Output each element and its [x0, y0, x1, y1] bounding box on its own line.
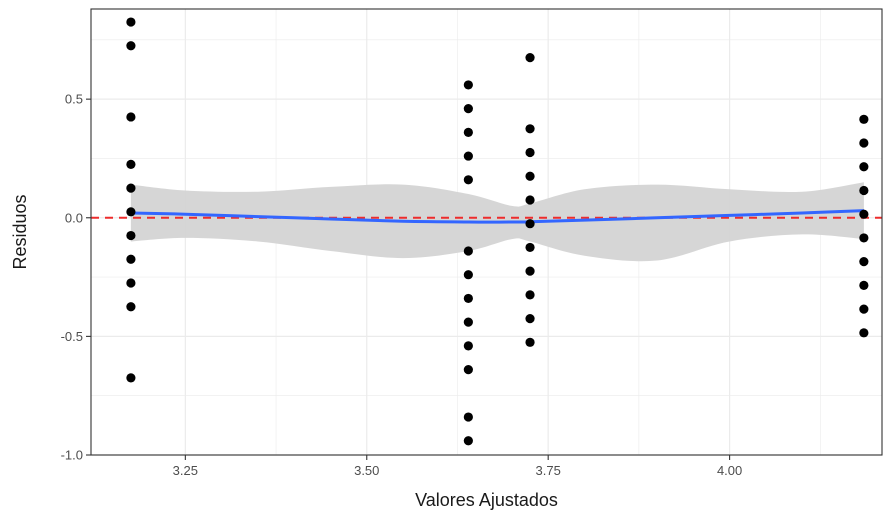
data-point: [126, 373, 136, 383]
data-point: [463, 246, 473, 256]
data-point: [525, 53, 535, 63]
data-point: [525, 337, 535, 347]
data-point: [463, 104, 473, 114]
data-point: [525, 171, 535, 181]
data-point: [126, 302, 136, 312]
data-point: [463, 364, 473, 375]
y-tick-label: -0.5: [61, 329, 83, 344]
data-point: [859, 114, 869, 124]
data-point: [463, 175, 473, 185]
data-point: [525, 242, 535, 253]
y-tick-label: 0.0: [65, 210, 83, 225]
data-point: [463, 436, 473, 446]
y-tick-label: 0.5: [65, 92, 83, 107]
data-point: [525, 124, 535, 134]
data-point: [525, 313, 535, 324]
data-point: [463, 293, 473, 304]
x-tick-label: 3.75: [536, 463, 561, 478]
data-point: [859, 328, 869, 338]
data-point: [525, 147, 535, 158]
residual-points: [126, 17, 869, 446]
data-point: [859, 209, 869, 219]
data-point: [859, 280, 869, 290]
data-point: [126, 41, 136, 51]
data-point: [126, 112, 136, 122]
data-point: [463, 270, 473, 280]
data-point: [859, 304, 869, 314]
data-point: [126, 278, 136, 288]
data-point: [859, 233, 869, 243]
data-point: [463, 317, 473, 327]
y-tick-label: -1.0: [61, 448, 83, 463]
data-point: [525, 219, 535, 229]
data-point: [859, 185, 869, 196]
x-axis-title: Valores Ajustados: [415, 490, 558, 510]
data-point: [463, 341, 473, 351]
x-axis-ticks: 3.25 3.50 3.75 4.00: [173, 455, 742, 478]
data-point: [126, 183, 136, 193]
x-tick-label: 4.00: [717, 463, 742, 478]
data-point: [126, 254, 136, 264]
data-point: [126, 17, 136, 27]
x-tick-label: 3.25: [173, 463, 198, 478]
data-point: [525, 195, 535, 205]
panel-border: [90, 8, 883, 456]
data-point: [463, 151, 473, 161]
data-point: [859, 138, 869, 148]
data-point: [126, 207, 136, 217]
x-tick-label: 3.50: [354, 463, 379, 478]
data-point: [525, 290, 535, 300]
smooth-fit-line: [130, 209, 864, 224]
data-point: [525, 266, 535, 276]
data-point: [126, 230, 136, 241]
data-point: [859, 257, 869, 267]
data-point: [859, 162, 869, 172]
data-point: [463, 80, 473, 90]
data-point: [126, 159, 136, 169]
smooth-line-path: [130, 209, 864, 224]
y-axis-title: Residuos: [10, 194, 30, 269]
data-point: [463, 412, 473, 422]
data-point: [463, 127, 473, 137]
y-axis-ticks: -1.0 -0.5 0.0 0.5: [61, 92, 91, 463]
